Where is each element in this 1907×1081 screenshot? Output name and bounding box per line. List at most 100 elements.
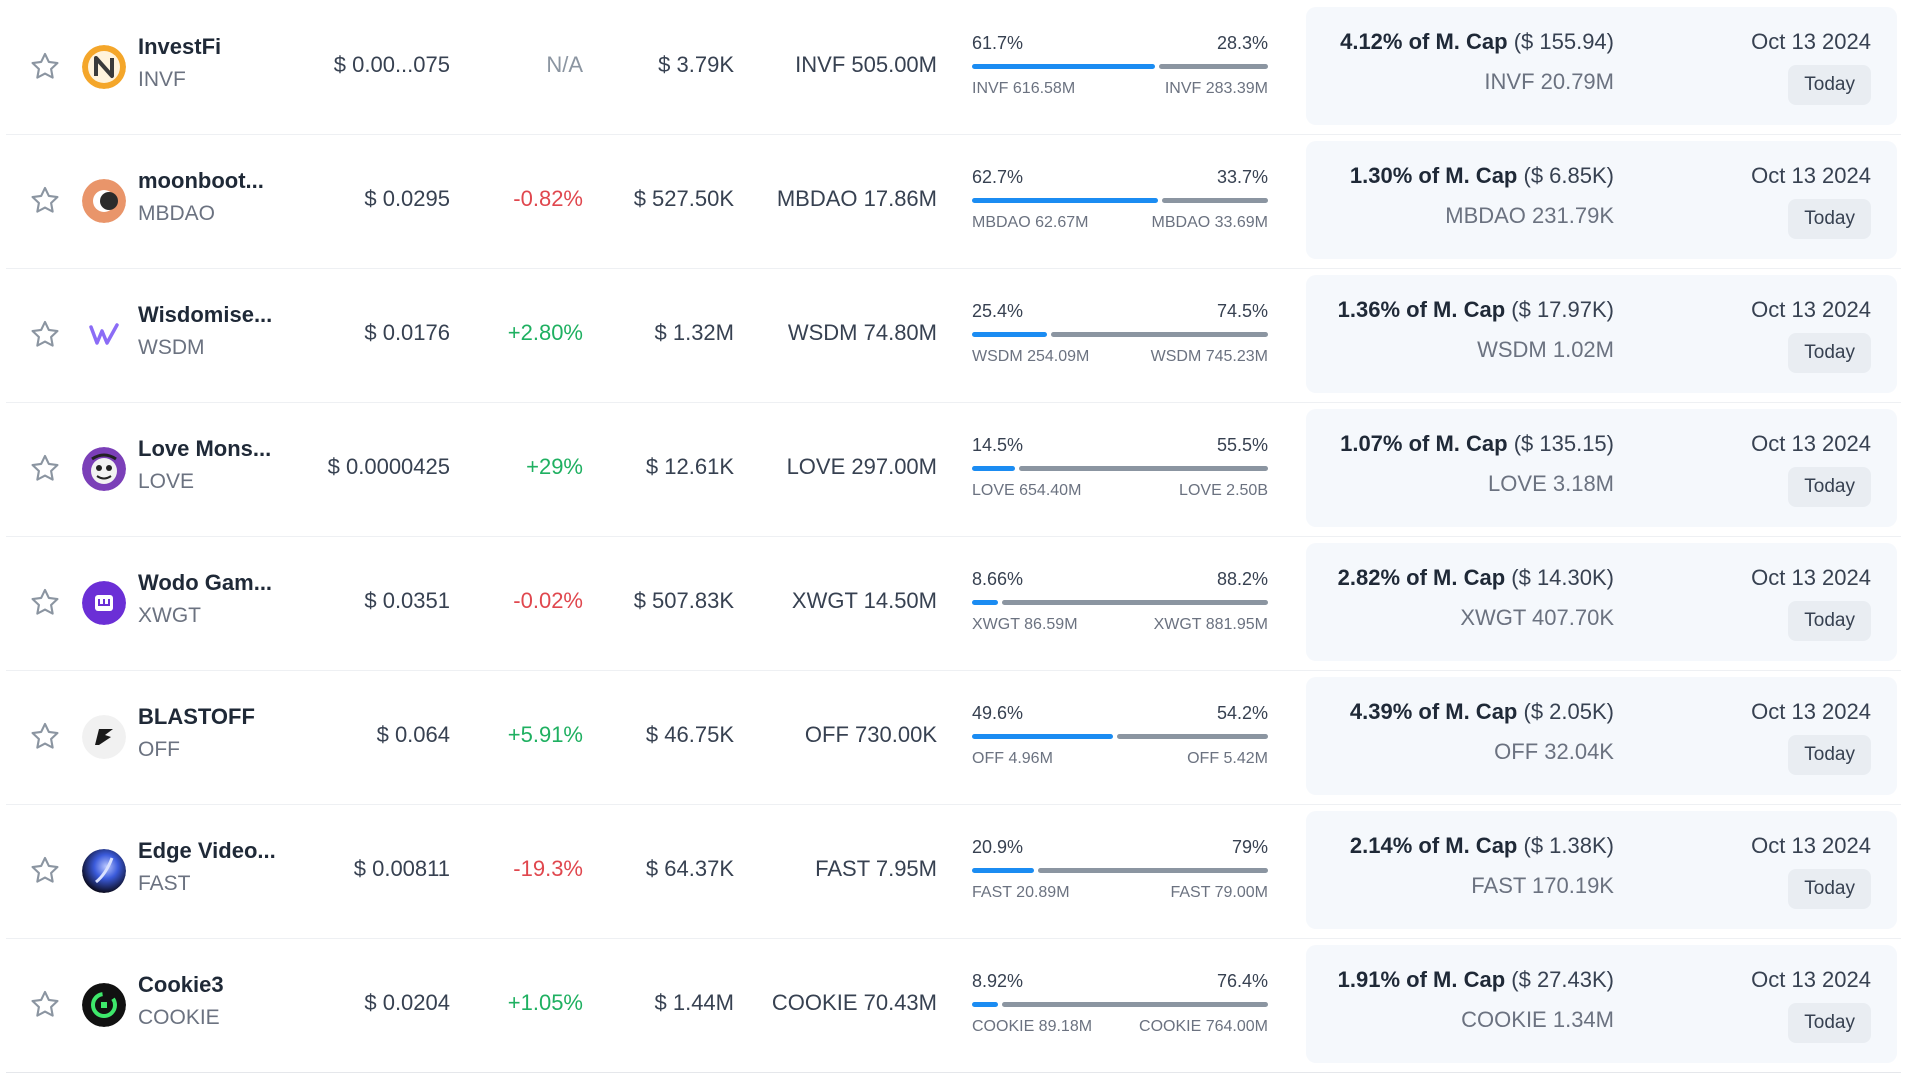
trading-volume: $ 12.61K	[645, 454, 734, 479]
unlock-mcap-share: 1.07% of M. Cap ($ 135.15)	[1340, 431, 1614, 457]
unlock-progress-bar	[972, 332, 1268, 337]
locked-amount: MBDAO 33.69M	[1151, 214, 1268, 231]
locked-bar-segment	[1117, 734, 1268, 739]
price-change: -19.3%	[513, 856, 583, 881]
token-name[interactable]: Love Mons...	[138, 436, 272, 461]
mcap-percent: 1.91% of M. Cap	[1337, 967, 1506, 992]
unlock-progress-bar	[972, 734, 1268, 739]
locked-amount: FAST 79.00M	[1170, 884, 1268, 901]
unlocked-bar-segment	[972, 734, 1113, 739]
mcap-usd-value: ($ 6.85K)	[1523, 163, 1615, 188]
unlocked-amount: FAST 20.89M	[972, 884, 1070, 901]
unlock-mcap-share: 2.14% of M. Cap ($ 1.38K)	[1350, 833, 1614, 859]
token-symbol: FAST	[138, 872, 191, 895]
next-unlock-date: Oct 13 2024	[1751, 163, 1871, 188]
token-name[interactable]: Cookie3	[138, 972, 224, 997]
next-unlock-panel[interactable]: 4.12% of M. Cap ($ 155.94) INVF 20.79M O…	[1306, 7, 1897, 125]
token-name[interactable]: Edge Video...	[138, 838, 276, 863]
unlocked-percent: 14.5%	[972, 435, 1024, 455]
next-unlock-panel[interactable]: 2.14% of M. Cap ($ 1.38K) FAST 170.19K O…	[1306, 811, 1897, 929]
locked-amount: COOKIE 764.00M	[1139, 1018, 1268, 1035]
table-row[interactable]: BLASTOFF OFF $ 0.064 +5.91% $ 46.75K OFF…	[6, 670, 1901, 805]
mcap-percent: 4.39% of M. Cap	[1349, 699, 1518, 724]
token-name[interactable]: Wisdomise...	[138, 302, 273, 327]
token-price: $ 0.00811	[353, 856, 450, 881]
next-unlock-date: Oct 13 2024	[1751, 565, 1871, 590]
favorite-star-icon[interactable]	[28, 720, 62, 754]
unlocked-bar-segment	[972, 332, 1047, 337]
table-row[interactable]: moonboot... MBDAO $ 0.0295 -0.82% $ 527.…	[6, 134, 1901, 269]
next-unlock-amount: INVF 20.79M	[1484, 69, 1614, 94]
unlock-mcap-share: 4.12% of M. Cap ($ 155.94)	[1340, 29, 1614, 55]
today-badge[interactable]: Today	[1788, 735, 1871, 775]
favorite-star-icon[interactable]	[28, 586, 62, 620]
mcap-usd-value: ($ 155.94)	[1513, 29, 1614, 54]
locked-amount: WSDM 745.23M	[1150, 348, 1268, 365]
token-price: $ 0.0295	[364, 186, 450, 211]
locked-bar-segment	[1162, 198, 1268, 203]
table-row[interactable]: Love Mons... LOVE $ 0.0000425 +29% $ 12.…	[6, 402, 1901, 537]
favorite-star-icon[interactable]	[28, 50, 62, 84]
unlock-progress-bar	[972, 868, 1268, 873]
token-price: $ 0.0351	[364, 588, 450, 613]
favorite-star-icon[interactable]	[28, 988, 62, 1022]
unlocked-percent: 62.7%	[972, 167, 1024, 187]
table-row[interactable]: Edge Video... FAST $ 0.00811 -19.3% $ 64…	[6, 804, 1901, 939]
locked-percent: 33.7%	[1216, 167, 1268, 187]
price-change: +5.91%	[507, 722, 583, 747]
token-name[interactable]: BLASTOFF	[138, 704, 255, 729]
table-row[interactable]: Wisdomise... WSDM $ 0.0176 +2.80% $ 1.32…	[6, 268, 1901, 403]
today-badge[interactable]: Today	[1788, 1003, 1871, 1043]
next-unlock-panel[interactable]: 2.82% of M. Cap ($ 14.30K) XWGT 407.70K …	[1306, 543, 1897, 661]
favorite-star-icon[interactable]	[28, 854, 62, 888]
table-row[interactable]: Cookie3 COOKIE $ 0.0204 +1.05% $ 1.44M C…	[6, 938, 1901, 1073]
circulating-supply: LOVE 297.00M	[786, 454, 937, 479]
next-unlock-panel[interactable]: 1.30% of M. Cap ($ 6.85K) MBDAO 231.79K …	[1306, 141, 1897, 259]
cookie3-logo	[82, 983, 126, 1027]
next-unlock-date: Oct 13 2024	[1751, 699, 1871, 724]
favorite-star-icon[interactable]	[28, 318, 62, 352]
token-price: $ 0.0176	[364, 320, 450, 345]
next-unlock-panel[interactable]: 1.36% of M. Cap ($ 17.97K) WSDM 1.02M Oc…	[1306, 275, 1897, 393]
unlocked-bar-segment	[972, 1002, 998, 1007]
today-badge[interactable]: Today	[1788, 65, 1871, 105]
trading-volume: $ 64.37K	[645, 856, 734, 881]
today-badge[interactable]: Today	[1788, 601, 1871, 641]
token-symbol: XWGT	[138, 604, 201, 627]
token-price: $ 0.00...075	[333, 52, 450, 77]
trading-volume: $ 507.83K	[633, 588, 734, 613]
favorite-star-icon[interactable]	[28, 452, 62, 486]
token-name[interactable]: moonboot...	[138, 168, 264, 193]
price-change: +1.05%	[507, 990, 583, 1015]
mcap-percent: 1.36% of M. Cap	[1337, 297, 1506, 322]
next-unlock-panel[interactable]: 4.39% of M. Cap ($ 2.05K) OFF 32.04K Oct…	[1306, 677, 1897, 795]
unlocked-amount: OFF 4.96M	[972, 750, 1053, 767]
circulating-supply: WSDM 74.80M	[787, 320, 937, 345]
mcap-percent: 1.30% of M. Cap	[1349, 163, 1518, 188]
token-name[interactable]: InvestFi	[138, 34, 222, 59]
next-unlock-panel[interactable]: 1.91% of M. Cap ($ 27.43K) COOKIE 1.34M …	[1306, 945, 1897, 1063]
today-badge[interactable]: Today	[1788, 199, 1871, 239]
unlocked-amount: LOVE 654.40M	[972, 482, 1082, 499]
next-unlock-date: Oct 13 2024	[1751, 431, 1871, 456]
favorite-star-icon[interactable]	[28, 184, 62, 218]
table-row[interactable]: Wodo Gam... XWGT $ 0.0351 -0.02% $ 507.8…	[6, 536, 1901, 671]
unlock-progress-bar	[972, 466, 1268, 471]
today-badge[interactable]: Today	[1788, 333, 1871, 373]
token-symbol: LOVE	[138, 470, 195, 493]
next-unlock-amount: MBDAO 231.79K	[1445, 203, 1614, 228]
unlocked-percent: 25.4%	[972, 301, 1024, 321]
unlock-mcap-share: 1.91% of M. Cap ($ 27.43K)	[1338, 967, 1614, 993]
next-unlock-amount: COOKIE 1.34M	[1461, 1007, 1614, 1032]
trading-volume: $ 3.79K	[658, 52, 734, 77]
locked-percent: 79%	[1231, 837, 1268, 857]
today-badge[interactable]: Today	[1788, 869, 1871, 909]
next-unlock-panel[interactable]: 1.07% of M. Cap ($ 135.15) LOVE 3.18M Oc…	[1306, 409, 1897, 527]
love-monster-logo	[82, 447, 126, 491]
token-name[interactable]: Wodo Gam...	[138, 570, 273, 595]
unlock-progress-bar	[972, 198, 1268, 203]
table-row[interactable]: InvestFi INVF $ 0.00...075 N/A $ 3.79K I…	[6, 0, 1901, 135]
locked-percent: 74.5%	[1216, 301, 1268, 321]
today-badge[interactable]: Today	[1788, 467, 1871, 507]
next-unlock-date: Oct 13 2024	[1751, 967, 1871, 992]
